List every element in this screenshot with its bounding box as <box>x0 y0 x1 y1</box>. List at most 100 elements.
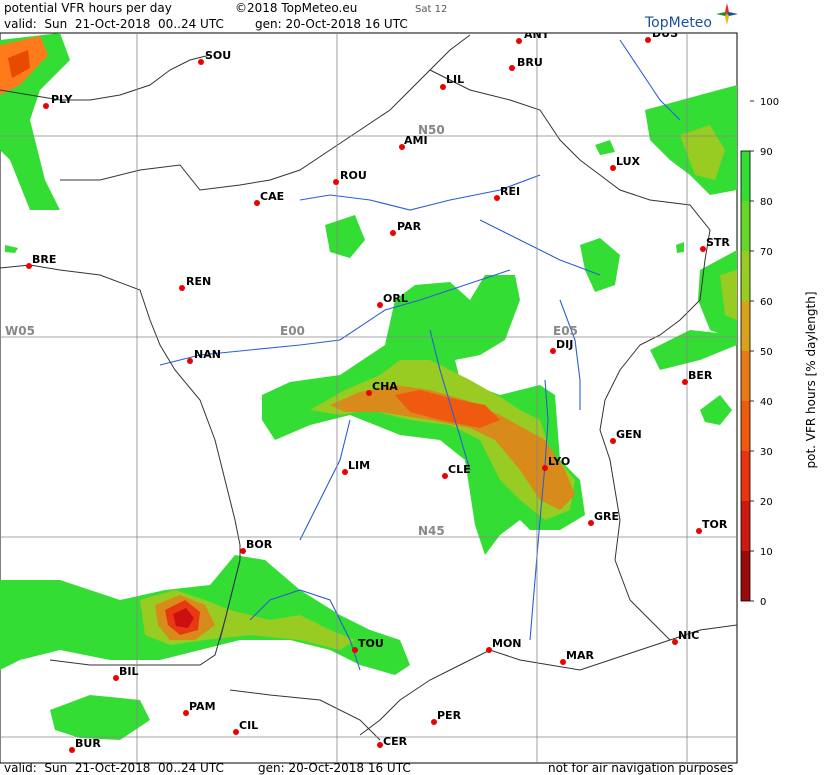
grid-label-e00: E00 <box>280 324 305 338</box>
city-cle: CLE <box>442 463 471 479</box>
city-gen: GEN <box>610 428 642 444</box>
svg-text:GEN: GEN <box>616 428 642 441</box>
city-bil: BIL <box>113 665 139 681</box>
svg-text:GRE: GRE <box>594 510 619 523</box>
svg-text:NAN: NAN <box>194 348 221 361</box>
colorbar-tick-label: 0 <box>760 597 766 608</box>
svg-text:BER: BER <box>688 369 713 382</box>
colorbar-tick-label: 40 <box>760 397 773 408</box>
city-ami: AMI <box>399 134 428 150</box>
map-title: potential VFR hours per day <box>4 1 172 15</box>
footer-disclaimer: not for air navigation purposes <box>548 761 734 775</box>
city-pam: PAM <box>183 700 216 716</box>
svg-text:REI: REI <box>500 185 520 198</box>
svg-text:PAM: PAM <box>189 700 216 713</box>
svg-text:CAE: CAE <box>260 190 284 203</box>
city-lyo: LYO <box>542 455 570 471</box>
city-cae: CAE <box>254 190 284 206</box>
city-rei: REI <box>494 185 520 201</box>
rivers <box>159 39 681 671</box>
svg-text:AMI: AMI <box>404 134 428 147</box>
city-dij: DIJ <box>550 338 573 354</box>
city-ant: ANT <box>516 28 550 44</box>
grid-label-w05: W05 <box>5 324 35 338</box>
colorbar-tick-label: 50 <box>760 347 773 358</box>
city-bre: BRE <box>26 253 56 269</box>
svg-text:BIL: BIL <box>119 665 139 678</box>
svg-text:CER: CER <box>383 735 408 748</box>
svg-text:CLE: CLE <box>448 463 471 476</box>
footer-valid-time: valid: Sun 21-Oct-2018 00..24 UTC <box>4 761 224 775</box>
svg-text:LIM: LIM <box>348 459 370 472</box>
svg-text:PAR: PAR <box>397 220 422 233</box>
svg-text:ANT: ANT <box>524 28 550 41</box>
colorbar-tick-label: 90 <box>760 147 773 158</box>
footer-gen-time: gen: 20-Oct-2018 16 UTC <box>258 761 411 775</box>
svg-text:BUR: BUR <box>75 737 101 750</box>
city-par: PAR <box>390 220 422 236</box>
city-cer: CER <box>377 735 408 748</box>
city-gre: GRE <box>588 510 619 526</box>
svg-text:ROU: ROU <box>340 169 367 182</box>
svg-text:SOU: SOU <box>205 49 231 62</box>
colorbar-tick-label: 60 <box>760 297 773 308</box>
city-ply: PLY <box>43 93 73 109</box>
colorbar-tick-label: 80 <box>760 197 773 208</box>
svg-text:BRU: BRU <box>517 56 543 69</box>
city-ber: BER <box>682 369 713 385</box>
svg-text:REN: REN <box>186 275 211 288</box>
svg-text:PLY: PLY <box>51 93 73 106</box>
city-ren: REN <box>179 275 211 291</box>
svg-text:TOR: TOR <box>702 518 728 531</box>
city-lux: LUX <box>610 155 641 171</box>
city-tou: TOU <box>352 637 384 653</box>
city-orl: ORL <box>377 292 408 308</box>
svg-text:BOR: BOR <box>246 538 273 551</box>
coastlines <box>0 34 737 741</box>
valid-time: valid: Sun 21-Oct-2018 00..24 UTC <box>4 17 224 31</box>
city-sou: SOU <box>198 49 231 65</box>
city-nan: NAN <box>187 348 221 364</box>
city-bru: BRU <box>509 56 543 71</box>
gen-time: gen: 20-Oct-2018 16 UTC <box>255 17 408 31</box>
svg-text:CHA: CHA <box>372 380 398 393</box>
city-bur: BUR <box>69 737 101 753</box>
cities: ANT DUS SOU BRU PLY LIL AMI LUX ROU CAE … <box>26 27 730 753</box>
svg-text:MAR: MAR <box>566 649 594 662</box>
colorbar-tick-label: 20 <box>760 497 773 508</box>
city-nic: NIC <box>672 629 699 645</box>
grid-label-e05: E05 <box>553 324 578 338</box>
topmeteo-logo-text: TopMeteo <box>645 15 712 31</box>
city-mon: MON <box>486 637 522 653</box>
city-cha: CHA <box>366 380 398 396</box>
svg-text:TOU: TOU <box>358 637 384 650</box>
copyright: ©2018 TopMeteo.eu <box>235 1 358 15</box>
city-rou: ROU <box>333 169 367 185</box>
city-bor: BOR <box>240 538 273 554</box>
city-cil: CIL <box>233 719 258 735</box>
svg-text:DUS: DUS <box>652 27 678 40</box>
colorbar-tick-label: 10 <box>760 547 773 558</box>
city-mar: MAR <box>560 649 594 665</box>
svg-text:LYO: LYO <box>548 455 570 468</box>
svg-text:CIL: CIL <box>239 719 258 732</box>
city-lim: LIM <box>342 459 370 475</box>
grid-label-n45: N45 <box>418 524 445 538</box>
colorbar-tick-label: 70 <box>760 247 773 258</box>
day-tag: Sat 12 <box>415 4 448 15</box>
svg-text:NIC: NIC <box>678 629 699 642</box>
svg-text:LIL: LIL <box>446 73 464 86</box>
svg-text:PER: PER <box>437 709 462 722</box>
city-tor: TOR <box>696 518 728 534</box>
city-per: PER <box>431 709 462 725</box>
colorbar: 0 10 20 30 40 50 60 70 80 90 100 pot. VFR hours [%… <box>740 97 818 608</box>
svg-text:DIJ: DIJ <box>556 338 573 351</box>
colorbar-title: pot. VFR hours [% daylength] <box>804 291 818 468</box>
svg-text:ORL: ORL <box>383 292 408 305</box>
grid-label-n50: N50 <box>418 123 445 137</box>
svg-text:LUX: LUX <box>616 155 641 168</box>
graticule <box>0 33 737 763</box>
svg-text:STR: STR <box>706 236 730 249</box>
colorbar-tick-label: 100 <box>760 97 779 108</box>
